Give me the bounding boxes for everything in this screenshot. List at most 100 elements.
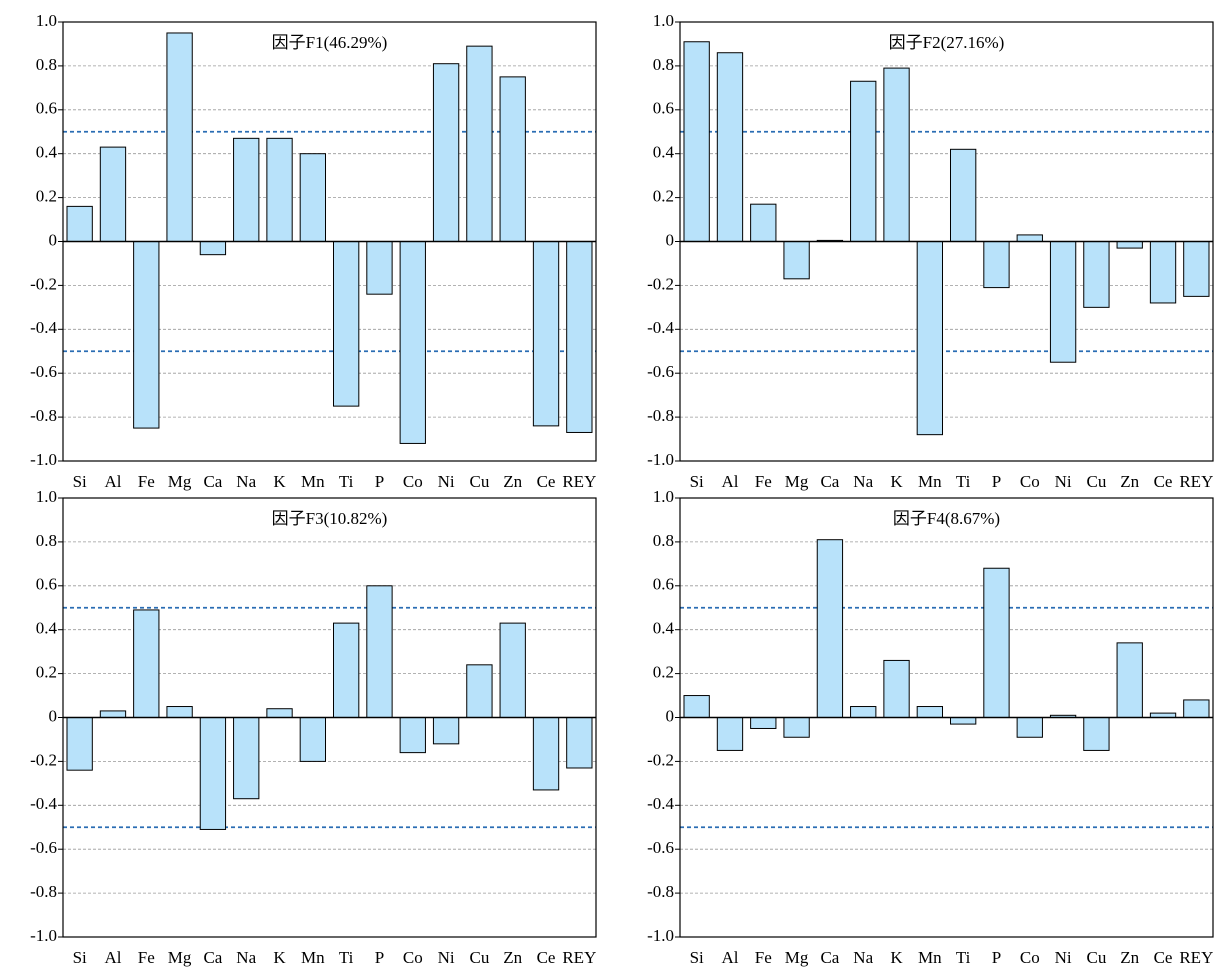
x-tick-label: Fe: [755, 472, 772, 491]
bar: [266, 708, 293, 718]
y-tick-label: -0.6: [30, 362, 57, 381]
x-tick-label: Mg: [785, 948, 809, 967]
y-tick-label: -0.6: [30, 838, 57, 857]
y-tick-label: -0.8: [647, 882, 674, 901]
chart-title: 因子F2(27.16%): [889, 33, 1005, 52]
x-tick-label: Ce: [537, 948, 556, 967]
y-tick-label: 0.6: [36, 99, 57, 118]
chart-title: 因子F1(46.29%): [272, 33, 388, 52]
x-tick-label: Mn: [301, 948, 325, 967]
y-tick-label: 0.2: [36, 663, 57, 682]
x-tick-label: Mg: [168, 472, 192, 491]
bar: [1016, 717, 1043, 738]
x-tick-label: Ce: [1154, 472, 1173, 491]
y-tick-label: -0.4: [647, 794, 674, 813]
x-tick-label: Cu: [1086, 948, 1106, 967]
bar: [983, 567, 1010, 718]
x-tick-label: Al: [104, 472, 121, 491]
bar: [299, 717, 327, 762]
y-tick-label: 1.0: [653, 487, 674, 506]
x-tick-label: K: [273, 948, 286, 967]
bar: [716, 52, 744, 243]
x-tick-label: REY: [1179, 472, 1213, 491]
y-tick-label: 0.8: [36, 55, 57, 74]
bar: [432, 717, 460, 745]
bar: [750, 717, 777, 729]
x-tick-label: P: [375, 472, 384, 491]
x-tick-label: Mg: [168, 948, 192, 967]
bar: [266, 137, 293, 243]
x-tick-label: Mn: [918, 948, 942, 967]
x-tick-label: Al: [721, 472, 738, 491]
bar: [716, 717, 744, 751]
plot-frame: [62, 21, 597, 462]
x-tick-label: Zn: [503, 948, 522, 967]
bar: [916, 706, 944, 719]
y-tick-label: -0.6: [647, 362, 674, 381]
plot-frame: [62, 497, 597, 938]
bar: [816, 539, 844, 719]
y-tick-label: 0.8: [653, 531, 674, 550]
x-tick-label: Ca: [203, 948, 222, 967]
y-tick-label: -0.4: [30, 318, 57, 337]
bar: [532, 717, 560, 791]
bar: [783, 241, 810, 280]
x-tick-label: K: [273, 472, 286, 491]
y-tick-label: -0.2: [647, 274, 674, 293]
bar: [432, 63, 460, 242]
y-tick-label: 0: [49, 230, 58, 249]
x-tick-label: Co: [1020, 472, 1040, 491]
x-tick-label: Ce: [537, 472, 556, 491]
y-tick-label: 0.6: [653, 99, 674, 118]
x-tick-label: REY: [1179, 948, 1213, 967]
y-tick-label: -1.0: [647, 450, 674, 469]
x-tick-label: Mn: [918, 472, 942, 491]
bar: [1183, 699, 1210, 719]
y-tick-label: 1.0: [653, 11, 674, 30]
x-tick-label: Na: [236, 948, 256, 967]
bar: [332, 241, 360, 407]
y-tick-label: 0: [666, 706, 675, 725]
bar: [949, 148, 977, 242]
x-tick-label: Si: [73, 472, 87, 491]
x-tick-label: Zn: [503, 472, 522, 491]
y-tick-label: 0.2: [36, 187, 57, 206]
y-tick-label: 0.8: [653, 55, 674, 74]
bar: [466, 45, 493, 242]
bar: [66, 717, 93, 771]
bar: [1116, 642, 1143, 718]
y-tick-label: 0.4: [36, 619, 58, 638]
y-tick-label: 0: [666, 230, 675, 249]
x-tick-label: Fe: [755, 948, 772, 967]
x-tick-label: Ti: [956, 948, 971, 967]
bar: [366, 241, 393, 295]
bar: [1149, 241, 1177, 304]
y-tick-label: 1.0: [36, 487, 57, 506]
bar: [399, 717, 426, 754]
bar: [299, 153, 327, 242]
bar: [133, 609, 160, 719]
y-tick-label: 0.2: [653, 187, 674, 206]
bar: [1183, 241, 1210, 297]
y-tick-label: -1.0: [647, 926, 674, 945]
x-tick-label: Co: [1020, 948, 1040, 967]
x-tick-label: Ce: [1154, 948, 1173, 967]
y-tick-label: -1.0: [30, 450, 57, 469]
chart-title: 因子F3(10.82%): [272, 509, 388, 528]
y-tick-label: 0.6: [653, 575, 674, 594]
bar: [850, 706, 877, 719]
bar: [133, 241, 160, 429]
y-tick-label: -0.4: [30, 794, 57, 813]
x-tick-label: REY: [562, 472, 596, 491]
y-tick-label: 1.0: [36, 11, 57, 30]
bar: [1083, 241, 1110, 308]
x-tick-label: Zn: [1120, 472, 1139, 491]
x-tick-label: Na: [853, 948, 873, 967]
bar: [983, 241, 1010, 289]
x-tick-label: Ca: [820, 948, 839, 967]
x-tick-label: Co: [403, 472, 423, 491]
bar: [499, 76, 526, 242]
bar: [566, 717, 593, 769]
y-tick-label: -0.2: [647, 750, 674, 769]
x-tick-label: Zn: [1120, 948, 1139, 967]
